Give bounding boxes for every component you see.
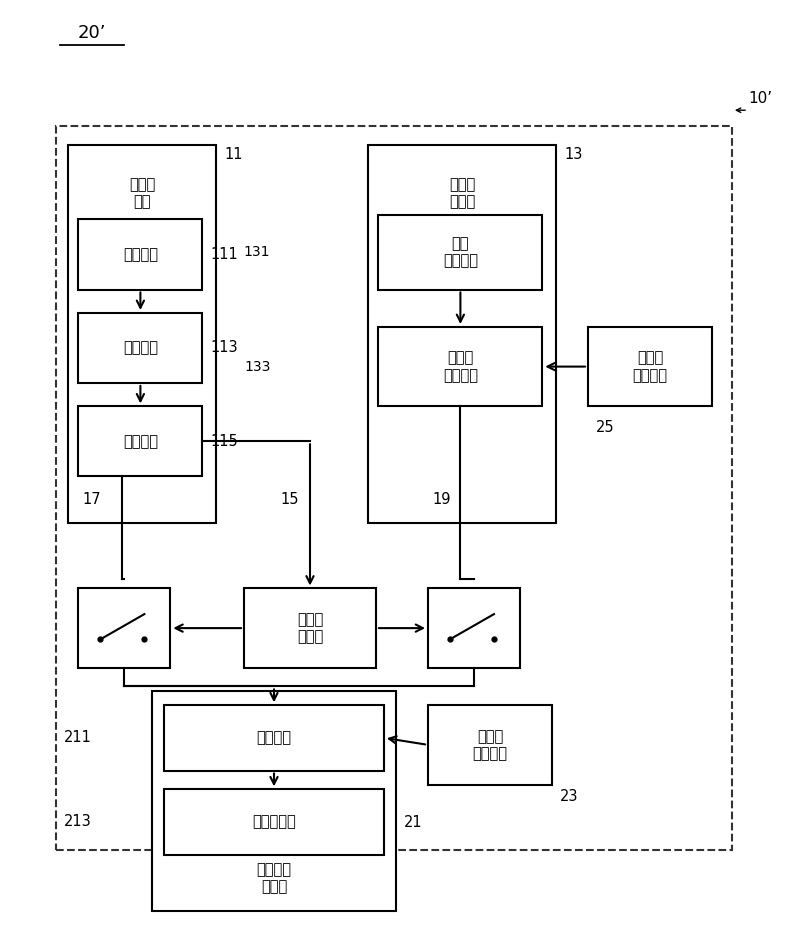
Text: 20’: 20’ <box>78 23 106 42</box>
Text: 133: 133 <box>244 360 270 374</box>
Text: 211: 211 <box>64 730 92 745</box>
Text: 发光二极
管模块: 发光二极 管模块 <box>257 862 291 894</box>
Bar <box>56 126 732 850</box>
Text: 23: 23 <box>560 788 578 804</box>
Bar <box>588 327 712 406</box>
Text: 10’: 10’ <box>748 91 772 106</box>
Text: 21: 21 <box>404 815 422 830</box>
Text: 113: 113 <box>210 340 238 356</box>
Bar <box>78 313 202 383</box>
Text: 131: 131 <box>244 246 270 259</box>
Text: 19: 19 <box>432 492 450 507</box>
Text: 25: 25 <box>596 419 614 435</box>
Text: 115: 115 <box>210 433 238 449</box>
Text: 15: 15 <box>281 492 299 507</box>
Bar <box>164 705 384 771</box>
Bar <box>244 588 376 668</box>
Text: 直流电
供应电路: 直流电 供应电路 <box>443 350 478 383</box>
Text: 电位检
测电路: 电位检 测电路 <box>297 612 323 644</box>
Text: 驱动电路: 驱动电路 <box>257 730 291 745</box>
Bar <box>378 215 542 290</box>
Text: 辅助电
力模块: 辅助电 力模块 <box>449 177 475 209</box>
Text: 电源
连接端口: 电源 连接端口 <box>443 236 478 268</box>
Text: 13: 13 <box>564 147 582 162</box>
Bar <box>78 588 170 668</box>
Bar <box>428 588 520 668</box>
Text: 发光二极管: 发光二极管 <box>252 814 296 829</box>
Bar <box>78 406 202 476</box>
Text: 11: 11 <box>224 147 242 162</box>
Bar <box>428 705 552 785</box>
Text: 第二光
感测单元: 第二光 感测单元 <box>633 350 667 383</box>
Text: 蓄电单元: 蓄电单元 <box>123 433 158 449</box>
Text: 太阳能
模块: 太阳能 模块 <box>129 177 155 209</box>
Text: 第一光
感测单元: 第一光 感测单元 <box>473 729 507 761</box>
Bar <box>378 327 542 406</box>
Text: 充电电路: 充电电路 <box>123 340 158 356</box>
Bar <box>164 789 384 855</box>
Text: 213: 213 <box>64 814 92 829</box>
Bar <box>152 691 396 911</box>
Text: 111: 111 <box>210 247 238 262</box>
Bar <box>68 145 216 523</box>
Text: 17: 17 <box>82 492 101 507</box>
Bar <box>78 219 202 290</box>
Text: 太阳能板: 太阳能板 <box>123 247 158 262</box>
Bar <box>368 145 556 523</box>
